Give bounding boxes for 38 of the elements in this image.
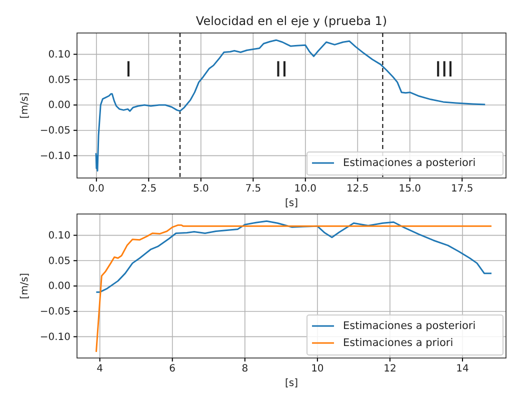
x-tick-label: 10 (311, 364, 324, 375)
y-tick-label: 0.05 (48, 256, 70, 267)
x-tick-label: 12.5 (346, 184, 369, 195)
x-tick-label: 5.0 (192, 184, 209, 195)
x-tick-label: 7.5 (245, 184, 262, 195)
x-tick-label: 12 (384, 364, 396, 375)
y-axis-title: [m/s] (20, 272, 31, 300)
x-tick-label: 2.5 (140, 184, 157, 195)
line-series (95, 220, 492, 293)
x-axis-title: [s] (284, 198, 298, 209)
x-tick-label: 8 (242, 364, 248, 375)
chart-title: Velocidad en el eje y (prueba 1) (196, 14, 388, 28)
annotation: II (275, 57, 288, 82)
x-tick-label: 4 (96, 364, 104, 375)
legend-label: Estimaciones a priori (343, 336, 454, 349)
legend-label: Estimaciones a posteriori (343, 156, 476, 169)
y-tick-label: −0.05 (40, 306, 70, 318)
annotation: I (125, 57, 132, 82)
y-tick-label: 0.00 (48, 281, 70, 292)
line-series (95, 39, 486, 172)
y-tick-label: 0.10 (48, 230, 70, 242)
line-series (95, 224, 492, 353)
legend-label: Estimaciones a posteriori (343, 320, 476, 332)
y-tick-label: 0.00 (48, 100, 70, 112)
x-tick-label: 15.0 (398, 184, 422, 195)
x-tick-label: 17.5 (450, 184, 474, 195)
x-tick-label: 6 (169, 364, 176, 375)
y-tick-label: −0.10 (40, 332, 70, 343)
y-tick-label: −0.10 (40, 150, 70, 162)
y-axis-title: [m/s] (20, 92, 31, 119)
x-tick-label: 10.0 (294, 184, 317, 195)
x-tick-label: 0.0 (88, 184, 104, 195)
y-tick-label: 0.05 (48, 74, 70, 86)
y-tick-label: −0.05 (40, 126, 70, 137)
y-tick-label: 0.10 (48, 49, 70, 60)
x-axis-title: [s] (284, 378, 298, 389)
annotation: III (435, 57, 454, 82)
x-tick-label: 14 (456, 364, 469, 375)
